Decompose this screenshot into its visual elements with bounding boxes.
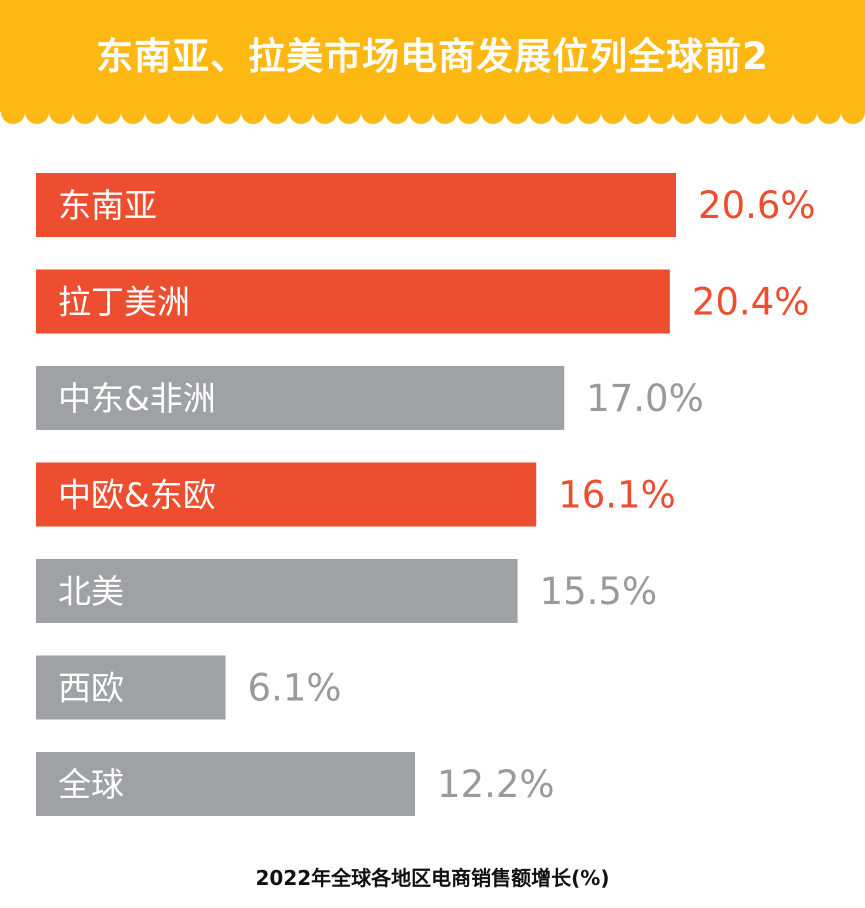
scalloped-banner [0, 0, 865, 124]
category-label-3: 中欧&东欧 [58, 476, 216, 515]
category-label-4: 北美 [58, 572, 124, 611]
chart-caption: 2022年全球各地区电商销售额增长(%) [255, 866, 610, 890]
category-label-5: 西欧 [58, 669, 124, 708]
category-label-6: 全球 [58, 765, 124, 804]
bar-2 [36, 366, 565, 430]
bar-5 [36, 655, 226, 720]
category-label-1: 拉丁美洲 [58, 283, 190, 322]
category-label-2: 中东&非洲 [58, 379, 216, 418]
chart-title: 东南亚、拉美市场电商发展位列全球前2 [96, 35, 769, 78]
bar-0 [36, 173, 677, 237]
value-label-1: 20.4% [692, 281, 810, 324]
value-label-3: 16.1% [558, 474, 676, 517]
bar-4 [36, 559, 518, 623]
value-label-4: 15.5% [540, 570, 658, 613]
category-label-0: 东南亚 [58, 186, 157, 225]
bar-6 [36, 752, 416, 816]
title-banner: 东南亚、拉美市场电商发展位列全球前2 [0, 0, 865, 140]
bar-1 [36, 269, 670, 334]
value-label-6: 12.2% [437, 763, 555, 806]
value-label-5: 6.1% [248, 667, 342, 710]
value-label-2: 17.0% [586, 377, 704, 420]
bar-3 [36, 462, 537, 527]
value-label-0: 20.6% [698, 184, 816, 227]
